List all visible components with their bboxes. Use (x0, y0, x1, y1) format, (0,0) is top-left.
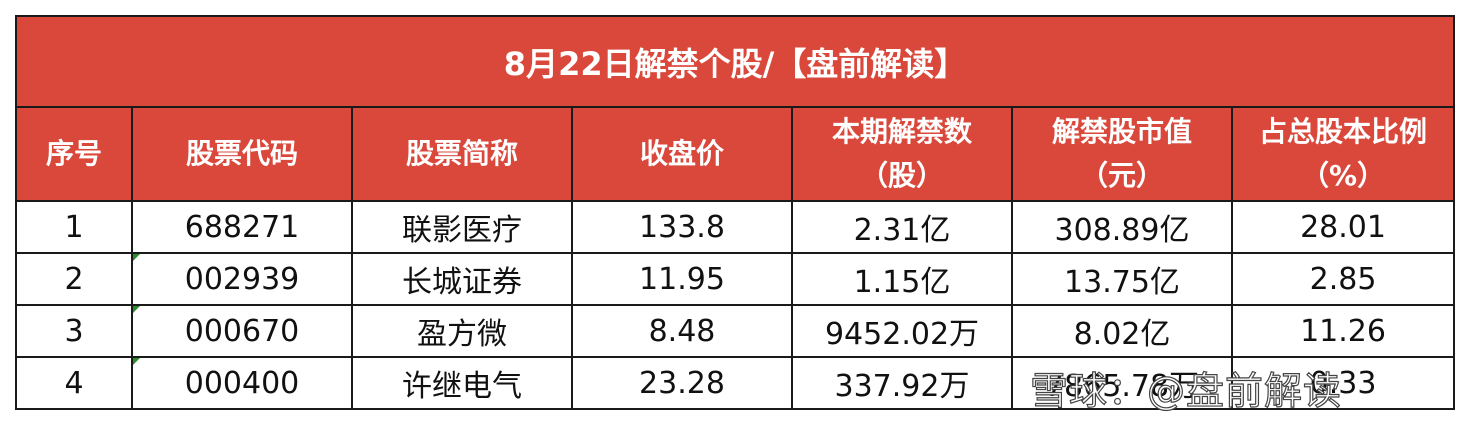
table-row: 3 000670 盈方微 8.48 9452.02万 8.02亿 11.26 (15, 304, 1456, 358)
table-title: 8月22日解禁个股/【盘前解读】 (14, 15, 1456, 108)
cell-index: 1 (15, 200, 133, 254)
unlock-table-container: 8月22日解禁个股/【盘前解读】 序号 股票代码 股票简称 收盘价 本期解禁数（… (14, 15, 1456, 410)
table-row: 1 688271 联影医疗 133.8 2.31亿 308.89亿 28.01 (15, 200, 1456, 254)
cell-unlock-shares: 9452.02万 (791, 304, 1013, 358)
cell-share-ratio: 11.26 (1230, 304, 1456, 358)
header-unlock-value: 解禁股市值 （元） (1011, 106, 1233, 202)
cell-unlock-value: 8.02亿 (1011, 304, 1233, 358)
cell-name: 联影医疗 (351, 200, 573, 254)
cell-close-price: 8.48 (571, 304, 793, 358)
cell-unlock-shares: 1.15亿 (791, 252, 1013, 306)
cell-unlock-shares: 2.31亿 (791, 200, 1013, 254)
header-close-price: 收盘价 (571, 106, 793, 202)
cell-code: 000400 (131, 356, 353, 410)
cell-code: 000670 (131, 304, 353, 358)
header-share-ratio: 占总股本比例 （%） (1230, 106, 1456, 202)
cell-name: 盈方微 (351, 304, 573, 358)
cell-close-price: 133.8 (571, 200, 793, 254)
cell-name: 长城证券 (351, 252, 573, 306)
table-row: 2 002939 长城证券 11.95 1.15亿 13.75亿 2.85 (15, 252, 1456, 306)
title-row: 8月22日解禁个股/【盘前解读】 (14, 15, 1456, 108)
cell-share-ratio: 0.33 (1230, 356, 1456, 410)
header-row: 序号 股票代码 股票简称 收盘价 本期解禁数 （股） 解禁股市值 （元） 占总股本比… (15, 106, 1456, 202)
cell-unlock-value: 13.75亿 (1011, 252, 1233, 306)
cell-index: 4 (15, 356, 133, 410)
header-name: 股票简称 (351, 106, 573, 202)
header-index: 序号 (15, 106, 133, 202)
cell-unlock-value: 308.89亿 (1011, 200, 1233, 254)
cell-share-ratio: 28.01 (1230, 200, 1456, 254)
watermark-text: 雪球：@盘前解读 (1029, 368, 1343, 413)
cell-code: 688271 (131, 200, 353, 254)
unlock-stocks-table: 8月22日解禁个股/【盘前解读】 序号 股票代码 股票简称 收盘价 本期解禁数（… (14, 15, 1456, 410)
cell-index: 3 (15, 304, 133, 358)
table-row: 4 000400 许继电气 23.28 337.92万 7865.78万 0.3… (15, 356, 1456, 410)
cell-unlock-value: 7865.78万 (1011, 356, 1233, 410)
cell-name: 许继电气 (351, 356, 573, 410)
cell-share-ratio: 2.85 (1230, 252, 1456, 306)
cell-index: 2 (15, 252, 133, 306)
cell-close-price: 23.28 (571, 356, 793, 410)
cell-unlock-shares: 337.92万 (791, 356, 1013, 410)
cell-code: 002939 (131, 252, 353, 306)
header-unlock-shares: 本期解禁数 （股） (791, 106, 1013, 202)
cell-close-price: 11.95 (571, 252, 793, 306)
header-code: 股票代码 (131, 106, 353, 202)
